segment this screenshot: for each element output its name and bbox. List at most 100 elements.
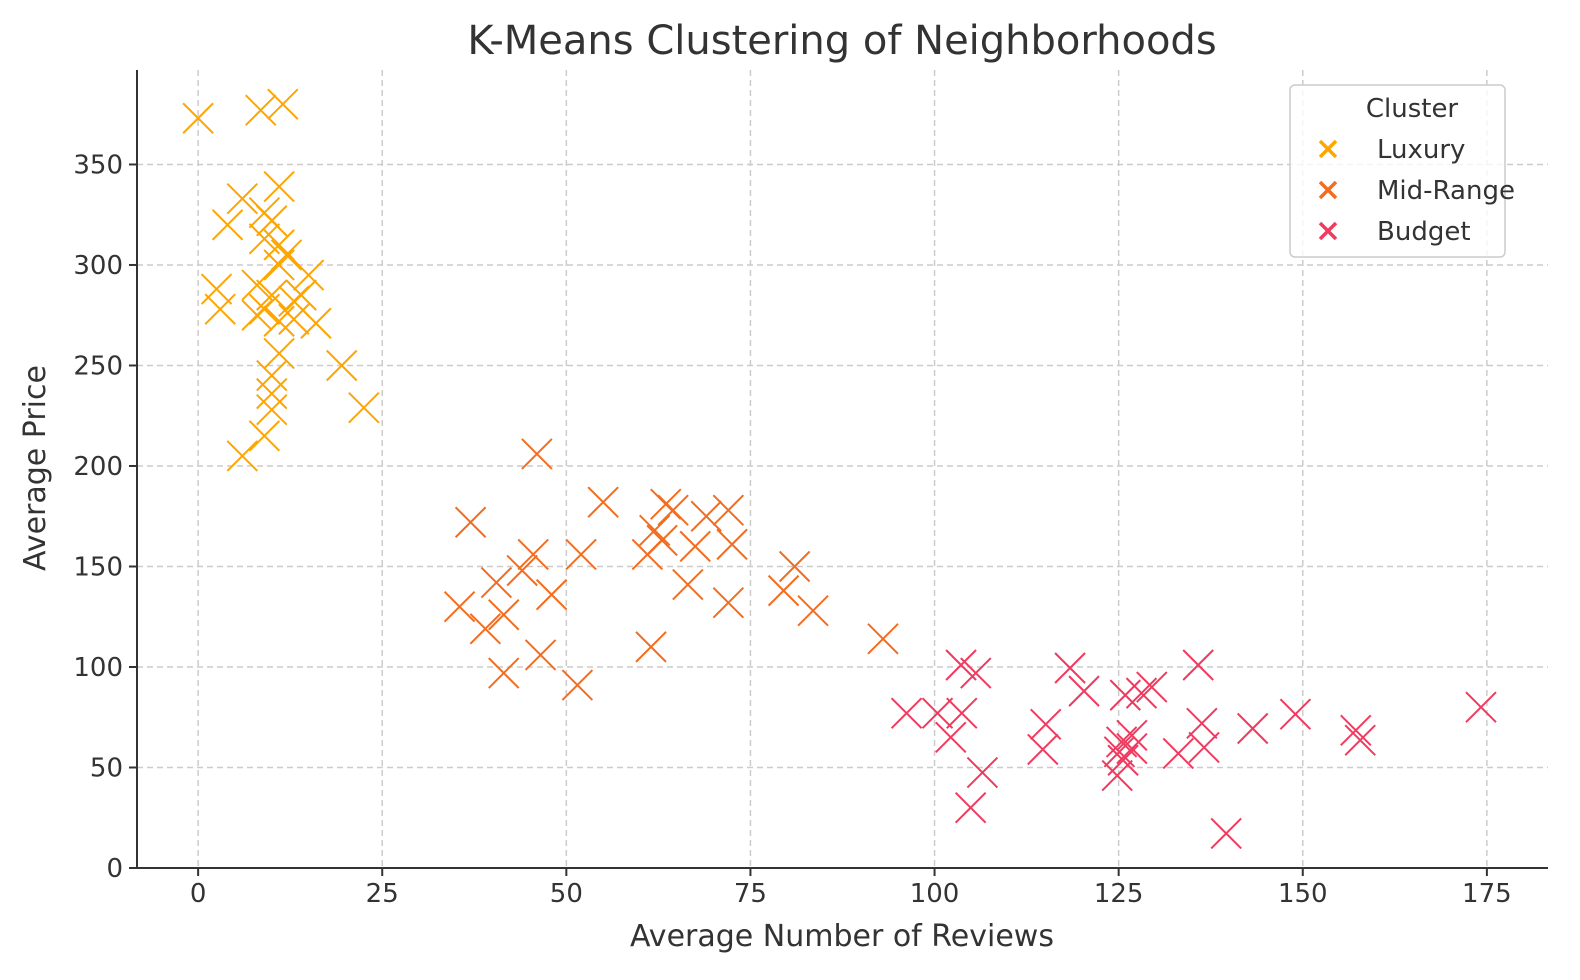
data-point bbox=[292, 259, 325, 291]
data-point bbox=[1188, 731, 1220, 764]
y-tick-label: 50 bbox=[90, 753, 123, 783]
data-point bbox=[1027, 733, 1059, 766]
x-tick-label: 150 bbox=[1278, 879, 1328, 909]
legend-marker bbox=[1318, 180, 1338, 200]
data-point bbox=[565, 538, 597, 571]
data-point bbox=[226, 440, 259, 472]
data-point bbox=[1125, 677, 1158, 709]
data-point bbox=[935, 721, 967, 754]
data-point bbox=[524, 639, 557, 671]
legend-marker bbox=[1318, 139, 1338, 159]
data-point bbox=[263, 170, 295, 203]
data-point bbox=[587, 486, 619, 518]
legend-label: Luxury bbox=[1377, 135, 1465, 165]
data-point bbox=[639, 514, 671, 547]
data-point bbox=[245, 94, 277, 126]
data-point bbox=[561, 669, 594, 701]
data-point bbox=[672, 568, 704, 601]
data-points bbox=[182, 88, 1497, 850]
data-point bbox=[712, 494, 745, 526]
data-point bbox=[521, 438, 553, 470]
data-point bbox=[921, 697, 954, 729]
data-point bbox=[267, 88, 299, 120]
data-point bbox=[946, 697, 978, 729]
x-tick-label: 0 bbox=[190, 879, 207, 909]
y-axis-label: Average Price bbox=[18, 365, 53, 571]
data-point bbox=[1103, 736, 1136, 768]
y-tick-label: 350 bbox=[73, 150, 123, 180]
data-point bbox=[1186, 707, 1218, 739]
data-point bbox=[1068, 675, 1100, 707]
data-point bbox=[1279, 698, 1312, 730]
data-point bbox=[517, 538, 549, 571]
data-point bbox=[256, 377, 288, 410]
y-tick-label: 250 bbox=[73, 351, 123, 381]
data-point bbox=[797, 595, 829, 627]
x-tick-label: 100 bbox=[910, 879, 960, 909]
data-point bbox=[256, 359, 288, 392]
data-point bbox=[960, 657, 992, 689]
data-point bbox=[1344, 724, 1376, 756]
data-point bbox=[278, 303, 310, 335]
data-point bbox=[204, 293, 236, 325]
data-point bbox=[631, 538, 664, 571]
data-point bbox=[488, 657, 520, 689]
data-point bbox=[263, 337, 295, 370]
series-mid-range bbox=[443, 438, 899, 701]
data-point bbox=[469, 613, 502, 645]
data-point bbox=[1109, 679, 1141, 711]
data-point bbox=[211, 209, 244, 241]
data-point bbox=[226, 182, 259, 215]
data-point bbox=[1182, 649, 1214, 681]
data-point bbox=[679, 530, 711, 563]
data-point bbox=[1136, 671, 1168, 703]
data-point bbox=[767, 574, 800, 607]
x-tick-label: 75 bbox=[734, 879, 767, 909]
data-point bbox=[690, 500, 722, 532]
legend-title: Cluster bbox=[1366, 94, 1459, 124]
data-point bbox=[248, 293, 281, 325]
data-point bbox=[480, 566, 513, 599]
x-tick-label: 175 bbox=[1462, 879, 1512, 909]
y-tick-label: 0 bbox=[106, 854, 123, 884]
data-point bbox=[1030, 708, 1062, 740]
chart-title: K-Means Clustering of Neighborhoods bbox=[467, 18, 1216, 64]
legend-marker bbox=[1318, 221, 1338, 241]
data-point bbox=[966, 756, 999, 789]
data-point bbox=[867, 623, 899, 655]
data-point bbox=[256, 279, 288, 311]
data-point bbox=[635, 631, 667, 663]
data-point bbox=[1107, 744, 1139, 776]
legend-label: Mid-Range bbox=[1377, 176, 1515, 206]
data-point bbox=[263, 305, 295, 337]
data-point bbox=[1236, 712, 1269, 745]
data-point bbox=[263, 229, 295, 261]
data-point bbox=[488, 599, 520, 631]
data-point bbox=[256, 205, 288, 237]
data-point bbox=[712, 586, 745, 619]
data-point bbox=[657, 494, 689, 526]
series-budget bbox=[890, 649, 1497, 850]
y-tick-label: 200 bbox=[73, 452, 123, 482]
data-point bbox=[348, 391, 380, 424]
data-point bbox=[270, 239, 303, 271]
y-tick-label: 150 bbox=[73, 552, 123, 582]
data-point bbox=[1162, 737, 1195, 770]
data-point bbox=[326, 349, 358, 382]
data-point bbox=[1054, 652, 1086, 684]
data-point bbox=[182, 102, 214, 134]
data-point bbox=[1465, 691, 1497, 723]
data-point bbox=[954, 791, 987, 824]
legend: Cluster Luxury Mid-Range Budget bbox=[1289, 84, 1515, 258]
x-axis-label: Average Number of Reviews bbox=[630, 919, 1054, 954]
series-luxury bbox=[182, 88, 380, 472]
data-point bbox=[778, 550, 811, 583]
data-point bbox=[506, 554, 538, 587]
data-point bbox=[535, 578, 568, 611]
legend-label: Budget bbox=[1377, 217, 1471, 247]
data-point bbox=[890, 697, 923, 729]
data-point bbox=[256, 393, 288, 426]
data-point bbox=[278, 285, 310, 317]
data-point bbox=[945, 649, 977, 681]
y-tick-label: 100 bbox=[73, 653, 123, 683]
